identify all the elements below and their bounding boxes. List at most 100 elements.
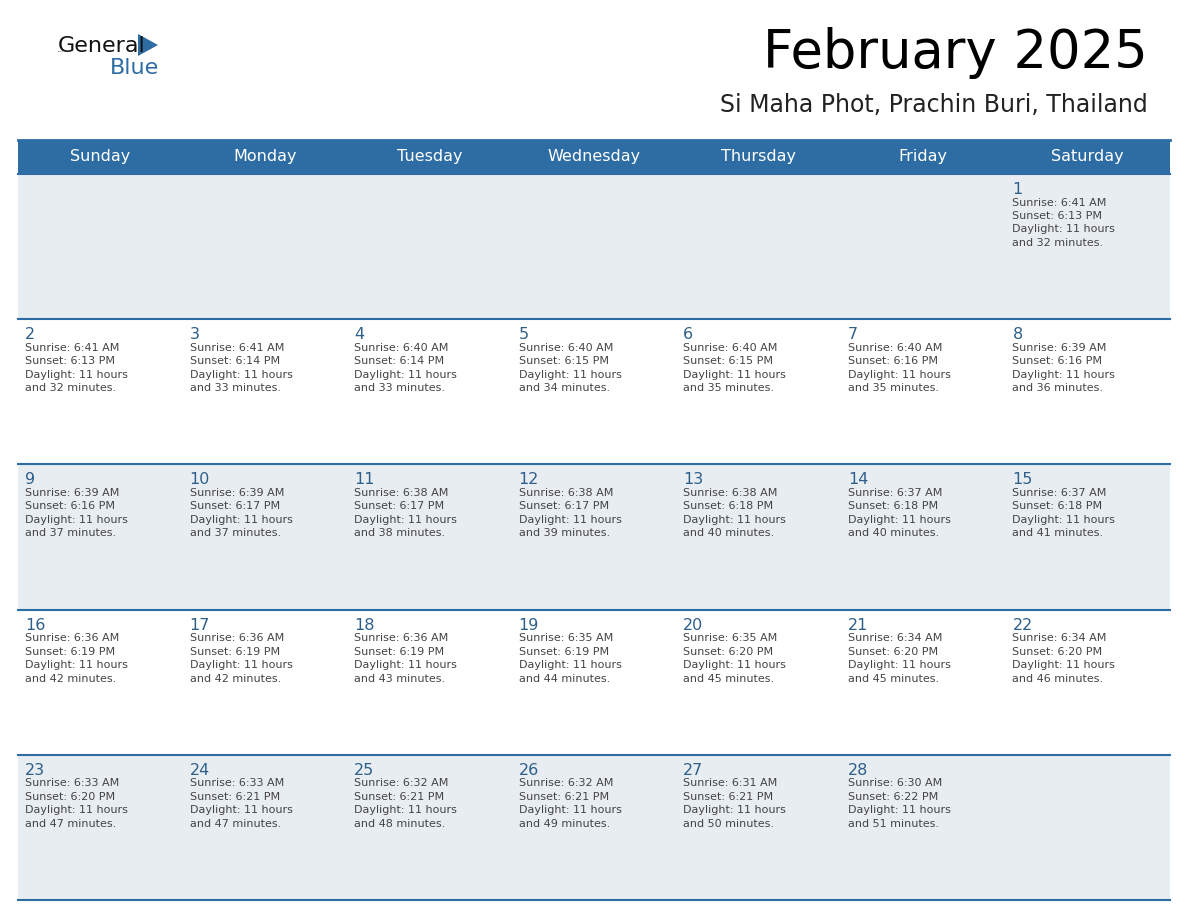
- Text: and 38 minutes.: and 38 minutes.: [354, 529, 446, 538]
- Text: and 41 minutes.: and 41 minutes.: [1012, 529, 1104, 538]
- Text: Sunrise: 6:37 AM: Sunrise: 6:37 AM: [848, 487, 942, 498]
- Text: Sunrise: 6:34 AM: Sunrise: 6:34 AM: [1012, 633, 1107, 644]
- Text: Sunrise: 6:41 AM: Sunrise: 6:41 AM: [190, 342, 284, 353]
- Text: 22: 22: [1012, 618, 1032, 633]
- Text: 8: 8: [1012, 327, 1023, 342]
- Bar: [18, 755, 1170, 900]
- Text: Sunrise: 6:30 AM: Sunrise: 6:30 AM: [848, 778, 942, 789]
- Text: #111111: #111111: [58, 51, 64, 52]
- Text: Sunrise: 6:39 AM: Sunrise: 6:39 AM: [190, 487, 284, 498]
- Text: Daylight: 11 hours: Daylight: 11 hours: [25, 660, 128, 670]
- Text: and 51 minutes.: and 51 minutes.: [848, 819, 939, 829]
- Text: Sunset: 6:20 PM: Sunset: 6:20 PM: [1012, 646, 1102, 656]
- Text: and 47 minutes.: and 47 minutes.: [190, 819, 280, 829]
- Text: Sunset: 6:18 PM: Sunset: 6:18 PM: [848, 501, 939, 511]
- Text: Daylight: 11 hours: Daylight: 11 hours: [848, 515, 950, 525]
- Text: 24: 24: [190, 763, 210, 778]
- Text: 4: 4: [354, 327, 365, 342]
- Text: 23: 23: [25, 763, 45, 778]
- Text: Daylight: 11 hours: Daylight: 11 hours: [683, 805, 786, 815]
- Text: Sunset: 6:14 PM: Sunset: 6:14 PM: [190, 356, 279, 366]
- Text: Daylight: 11 hours: Daylight: 11 hours: [519, 805, 621, 815]
- Text: Sunrise: 6:33 AM: Sunrise: 6:33 AM: [190, 778, 284, 789]
- Text: Sunrise: 6:38 AM: Sunrise: 6:38 AM: [683, 487, 778, 498]
- Text: and 32 minutes.: and 32 minutes.: [1012, 238, 1104, 248]
- Text: General: General: [58, 36, 146, 56]
- Text: and 46 minutes.: and 46 minutes.: [1012, 674, 1104, 684]
- Text: 25: 25: [354, 763, 374, 778]
- Text: and 40 minutes.: and 40 minutes.: [848, 529, 939, 538]
- Text: Daylight: 11 hours: Daylight: 11 hours: [190, 515, 292, 525]
- Text: 2: 2: [25, 327, 36, 342]
- Text: Daylight: 11 hours: Daylight: 11 hours: [25, 370, 128, 380]
- Text: Daylight: 11 hours: Daylight: 11 hours: [354, 805, 457, 815]
- Text: Sunrise: 6:36 AM: Sunrise: 6:36 AM: [190, 633, 284, 644]
- Text: Sunset: 6:20 PM: Sunset: 6:20 PM: [848, 646, 939, 656]
- Text: Sunset: 6:21 PM: Sunset: 6:21 PM: [190, 792, 279, 801]
- Text: Sunset: 6:19 PM: Sunset: 6:19 PM: [190, 646, 279, 656]
- Bar: [18, 465, 1170, 610]
- Text: Sunrise: 6:38 AM: Sunrise: 6:38 AM: [519, 487, 613, 498]
- Text: Sunrise: 6:40 AM: Sunrise: 6:40 AM: [519, 342, 613, 353]
- Text: and 43 minutes.: and 43 minutes.: [354, 674, 446, 684]
- Text: Daylight: 11 hours: Daylight: 11 hours: [354, 370, 457, 380]
- Bar: [18, 319, 1170, 465]
- Bar: [18, 140, 1170, 174]
- Text: Friday: Friday: [898, 150, 948, 164]
- Text: Sunset: 6:20 PM: Sunset: 6:20 PM: [25, 792, 115, 801]
- Text: Sunset: 6:18 PM: Sunset: 6:18 PM: [683, 501, 773, 511]
- Text: and 49 minutes.: and 49 minutes.: [519, 819, 609, 829]
- Text: and 33 minutes.: and 33 minutes.: [354, 383, 446, 393]
- Text: 11: 11: [354, 473, 374, 487]
- Text: and 36 minutes.: and 36 minutes.: [1012, 383, 1104, 393]
- Text: Sunset: 6:21 PM: Sunset: 6:21 PM: [519, 792, 608, 801]
- Text: 3: 3: [190, 327, 200, 342]
- Text: 19: 19: [519, 618, 539, 633]
- Text: Sunset: 6:16 PM: Sunset: 6:16 PM: [25, 501, 115, 511]
- Text: Daylight: 11 hours: Daylight: 11 hours: [519, 370, 621, 380]
- Text: 5: 5: [519, 327, 529, 342]
- Text: Daylight: 11 hours: Daylight: 11 hours: [354, 515, 457, 525]
- Text: and 32 minutes.: and 32 minutes.: [25, 383, 116, 393]
- Text: and 42 minutes.: and 42 minutes.: [25, 674, 116, 684]
- Bar: [18, 174, 1170, 319]
- Text: Daylight: 11 hours: Daylight: 11 hours: [683, 660, 786, 670]
- Text: 9: 9: [25, 473, 36, 487]
- Text: Sunset: 6:20 PM: Sunset: 6:20 PM: [683, 646, 773, 656]
- Text: 27: 27: [683, 763, 703, 778]
- Text: Blue: Blue: [110, 58, 159, 78]
- Text: and 33 minutes.: and 33 minutes.: [190, 383, 280, 393]
- Text: Sunday: Sunday: [70, 150, 131, 164]
- Text: 13: 13: [683, 473, 703, 487]
- Text: Si Maha Phot, Prachin Buri, Thailand: Si Maha Phot, Prachin Buri, Thailand: [720, 93, 1148, 117]
- Text: and 39 minutes.: and 39 minutes.: [519, 529, 609, 538]
- Text: Wednesday: Wednesday: [548, 150, 640, 164]
- Text: and 48 minutes.: and 48 minutes.: [354, 819, 446, 829]
- Text: Sunrise: 6:36 AM: Sunrise: 6:36 AM: [354, 633, 448, 644]
- Text: Monday: Monday: [233, 150, 297, 164]
- Text: and 44 minutes.: and 44 minutes.: [519, 674, 609, 684]
- Text: Sunrise: 6:36 AM: Sunrise: 6:36 AM: [25, 633, 119, 644]
- Text: 7: 7: [848, 327, 858, 342]
- Text: Sunrise: 6:40 AM: Sunrise: 6:40 AM: [848, 342, 942, 353]
- Text: and 42 minutes.: and 42 minutes.: [190, 674, 280, 684]
- Text: Daylight: 11 hours: Daylight: 11 hours: [848, 805, 950, 815]
- Text: Daylight: 11 hours: Daylight: 11 hours: [519, 515, 621, 525]
- Text: Sunrise: 6:35 AM: Sunrise: 6:35 AM: [519, 633, 613, 644]
- Text: Sunrise: 6:32 AM: Sunrise: 6:32 AM: [354, 778, 449, 789]
- Text: Sunrise: 6:41 AM: Sunrise: 6:41 AM: [1012, 197, 1107, 207]
- Text: Daylight: 11 hours: Daylight: 11 hours: [683, 370, 786, 380]
- Text: Daylight: 11 hours: Daylight: 11 hours: [25, 805, 128, 815]
- Text: Sunset: 6:21 PM: Sunset: 6:21 PM: [683, 792, 773, 801]
- Text: and 50 minutes.: and 50 minutes.: [683, 819, 775, 829]
- Text: and 47 minutes.: and 47 minutes.: [25, 819, 116, 829]
- Text: Sunset: 6:17 PM: Sunset: 6:17 PM: [354, 501, 444, 511]
- Text: Daylight: 11 hours: Daylight: 11 hours: [1012, 660, 1116, 670]
- Text: Sunset: 6:21 PM: Sunset: 6:21 PM: [354, 792, 444, 801]
- Text: Daylight: 11 hours: Daylight: 11 hours: [683, 515, 786, 525]
- Text: Daylight: 11 hours: Daylight: 11 hours: [848, 660, 950, 670]
- Text: and 35 minutes.: and 35 minutes.: [683, 383, 775, 393]
- Text: 16: 16: [25, 618, 45, 633]
- Text: Sunset: 6:19 PM: Sunset: 6:19 PM: [354, 646, 444, 656]
- Text: 18: 18: [354, 618, 374, 633]
